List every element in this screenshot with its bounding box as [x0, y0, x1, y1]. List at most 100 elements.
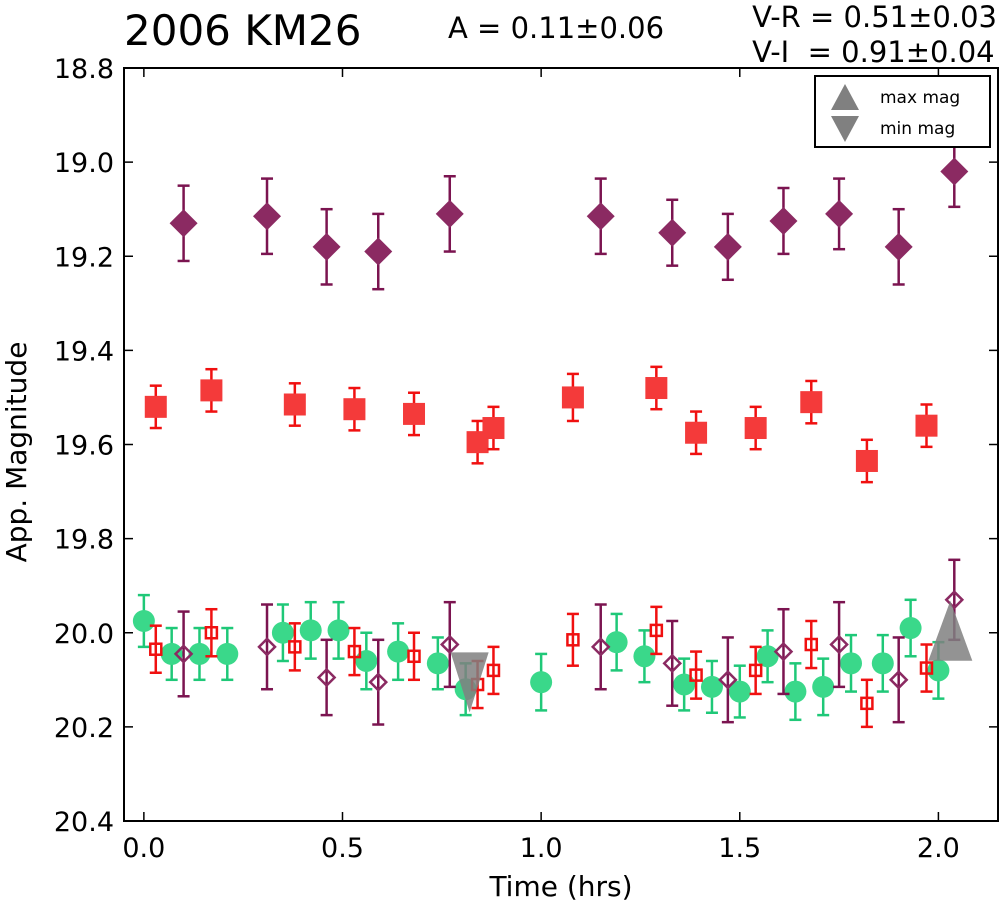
data-point-square	[860, 696, 874, 711]
data-point-circle	[812, 675, 835, 698]
data-point-circle	[840, 652, 863, 675]
y-tick-label: 19.0	[54, 148, 114, 179]
data-point-diamond	[368, 672, 389, 692]
axes-layer: 0.0 0.5 1.0 1.5 2.0 18.8 19.0 19.2 19.4 19.6 19.8 2…	[54, 54, 998, 864]
data-point-square	[407, 649, 421, 664]
legend-max-mag-label: max mag	[880, 88, 960, 108]
legend-min-mag-marker	[831, 116, 859, 142]
data-point-diamond	[316, 667, 337, 688]
data-point-circle	[271, 621, 294, 644]
data-point-diamond	[173, 644, 194, 664]
data-point-circle	[700, 675, 723, 698]
data-point-circle	[871, 652, 894, 675]
data-point-square	[915, 414, 938, 437]
data-point-circle	[784, 680, 807, 703]
data-point-circle	[728, 680, 751, 703]
data-point-square	[800, 391, 823, 414]
data-point-square	[685, 421, 708, 444]
data-point-circle	[673, 673, 696, 696]
data-point-square	[149, 642, 163, 656]
x-tick-label: 2.0	[917, 833, 960, 864]
legend-max-mag-marker	[831, 84, 859, 110]
data-point-circle	[426, 652, 449, 675]
series-3	[173, 558, 965, 726]
y-tick-label: 18.8	[54, 54, 114, 85]
y-tick-label: 19.2	[54, 242, 114, 273]
data-point-square	[347, 644, 362, 659]
amplitude-label: A = 0.11±0.06	[448, 11, 665, 45]
data-point-circle	[756, 645, 779, 668]
data-point-diamond	[658, 218, 687, 247]
data-point-diamond	[439, 634, 460, 655]
data-point-square	[566, 633, 580, 647]
color-vi-label: V-I = 0.91±0.04	[752, 34, 995, 69]
y-axis-label: App. Magnitude	[0, 342, 33, 563]
data-point-diamond	[888, 670, 909, 690]
data-point-square	[689, 668, 703, 682]
legend-min-mag-label: min mag	[880, 119, 955, 139]
data-point-diamond	[773, 641, 794, 662]
series-2	[132, 593, 950, 722]
data-point-circle	[299, 619, 322, 642]
series-1	[144, 365, 938, 484]
series-0	[169, 134, 969, 291]
data-point-circle	[327, 619, 350, 642]
data-point-diamond	[364, 237, 393, 266]
data-point-square	[200, 379, 223, 402]
data-point-circle	[160, 642, 183, 665]
x-tick-label: 1.5	[718, 833, 761, 864]
data-point-diamond	[590, 637, 611, 657]
data-point-diamond	[825, 199, 854, 228]
data-point-circle	[530, 671, 553, 694]
y-tick-label: 19.8	[54, 525, 114, 556]
legend: max mag min mag App. Magnitude Time (hrs…	[0, 75, 991, 903]
data-point-diamond	[586, 202, 615, 231]
min-mag-marker	[450, 652, 489, 713]
data-point-diamond	[829, 634, 849, 655]
data-point-diamond	[884, 232, 913, 261]
data-point-square	[649, 623, 664, 638]
data-point-diamond	[944, 590, 965, 610]
data-layer	[132, 134, 973, 729]
data-point-diamond	[435, 199, 464, 228]
data-point-square	[804, 637, 819, 652]
x-tick-label: 1.0	[520, 833, 563, 864]
color-indices: V-R = 0.51±0.03 V-I = 0.91±0.04	[752, 0, 997, 70]
data-point-square	[486, 663, 501, 678]
series-5	[450, 652, 489, 713]
data-point-square	[288, 640, 302, 654]
data-point-diamond	[253, 202, 282, 231]
data-point-circle	[633, 645, 656, 668]
data-point-square	[744, 417, 767, 440]
y-tick-label: 19.6	[54, 431, 114, 462]
series-6	[928, 600, 973, 661]
y-tick-label: 20.0	[54, 619, 114, 650]
data-point-diamond	[312, 232, 341, 261]
data-point-circle	[387, 640, 410, 663]
data-point-square	[204, 626, 219, 640]
y-tick-label: 19.4	[54, 336, 114, 367]
data-point-square	[482, 417, 505, 440]
x-axis-label: Time (hrs)	[488, 870, 632, 903]
data-point-circle	[605, 631, 628, 654]
data-point-square	[748, 663, 763, 678]
y-tick-label: 20.2	[54, 713, 114, 744]
data-point-diamond	[940, 157, 969, 186]
series-4	[149, 605, 934, 729]
data-point-circle	[188, 642, 211, 665]
data-point-circle	[355, 649, 378, 672]
data-point-circle	[216, 642, 239, 665]
data-point-diamond	[169, 209, 198, 238]
y-tick-label: 20.4	[54, 807, 114, 838]
data-point-square	[283, 393, 306, 416]
data-point-circle	[132, 609, 155, 632]
data-point-square	[561, 386, 584, 409]
color-vr-label: V-R = 0.51±0.03	[752, 0, 997, 34]
x-tick-label: 0.5	[321, 833, 364, 864]
data-point-square	[144, 395, 167, 418]
data-point-square	[855, 449, 878, 472]
data-point-diamond	[769, 206, 798, 235]
data-point-square	[343, 398, 366, 421]
data-point-circle	[899, 617, 922, 640]
